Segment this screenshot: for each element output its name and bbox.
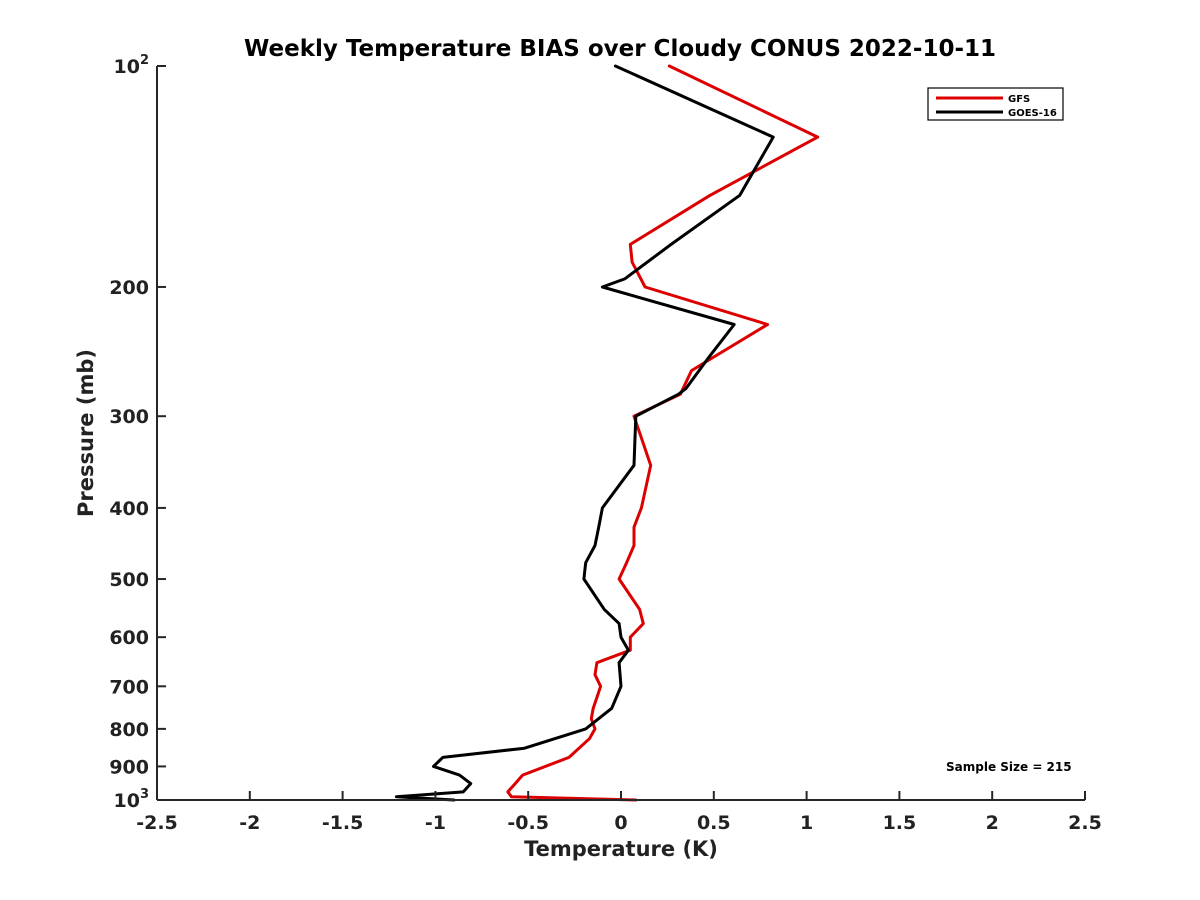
legend: GFS GOES-16 (927, 87, 1064, 121)
x-tick-label: 0 (614, 812, 627, 834)
y-tick-label: 200 (109, 277, 149, 299)
series-line-goes-16 (394, 64, 775, 802)
y-tick-label: 500 (109, 569, 149, 591)
plot-area (394, 64, 820, 802)
legend-label: GFS (1008, 94, 1030, 105)
y-tick-label: 700 (109, 676, 149, 698)
x-tick-label: -0.5 (507, 812, 549, 834)
y-tick-label: 800 (109, 719, 149, 741)
x-tick-label: -1.5 (322, 812, 364, 834)
y-tick-label: 103 (114, 787, 150, 812)
ticks: -2.5 -2 -1.5 -1 -0.5 0 0.5 1 1.5 2 2.5 102 200 300 400… (109, 53, 1102, 834)
series-line-gfs (506, 64, 820, 802)
y-axis-label: Pressure (mb) (74, 349, 98, 517)
x-tick-label: -2.5 (136, 812, 178, 834)
x-tick-label: 0.5 (697, 812, 731, 834)
x-tick-label: 1.5 (883, 812, 917, 834)
y-tick-label: 600 (109, 627, 149, 649)
x-axis-label: Temperature (K) (524, 837, 718, 861)
x-tick-label: -1 (425, 812, 446, 834)
y-tick-label: 900 (109, 756, 149, 778)
x-tick-label: 2 (986, 812, 999, 834)
y-tick-label: 300 (109, 406, 149, 428)
y-tick-label: 400 (109, 498, 149, 520)
legend-label: GOES-16 (1008, 108, 1057, 119)
x-tick-label: 2.5 (1068, 812, 1102, 834)
x-tick-label: -2 (239, 812, 260, 834)
chart-title: Weekly Temperature BIAS over Cloudy CONU… (244, 36, 996, 62)
x-tick-label: 1 (800, 812, 813, 834)
y-tick-label: 102 (114, 53, 150, 78)
sample-size-annotation: Sample Size = 215 (946, 760, 1072, 774)
legend-box (927, 87, 1064, 121)
